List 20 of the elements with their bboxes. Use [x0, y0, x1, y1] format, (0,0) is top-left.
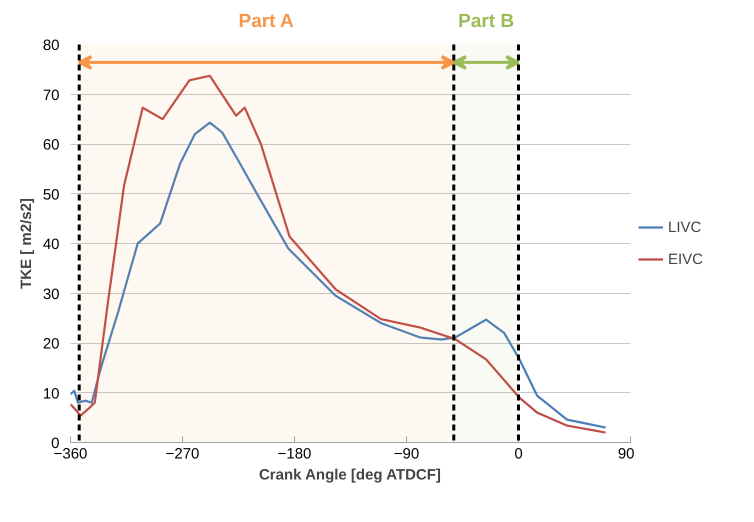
x-tick-label: 90 [618, 446, 635, 462]
x-tick-label: −270 [166, 446, 200, 462]
y-axis-title: TKE [ m2/s2] [18, 198, 35, 289]
x-axis-title: Crank Angle [deg ATDCF] [258, 466, 441, 484]
y-tick-label: 30 [42, 286, 60, 303]
band-label: Part A [238, 11, 294, 32]
x-tick-label: −180 [278, 446, 312, 462]
y-tick-label: 10 [42, 385, 60, 402]
y-tick-label: 40 [42, 236, 60, 253]
y-tick-label: 50 [42, 186, 60, 204]
y-tick-label: 60 [42, 136, 60, 154]
legend-label: LIVC [668, 218, 702, 236]
legend-label: EIVC [668, 250, 704, 268]
band-label: Part B [458, 11, 514, 32]
y-tick-label: 20 [42, 336, 60, 352]
y-tick-label: 70 [42, 86, 60, 104]
y-tick-label: 0 [51, 435, 60, 452]
x-tick-label: −90 [394, 446, 420, 462]
x-tick-label: 0 [514, 446, 523, 462]
y-tick-label: 80 [42, 37, 60, 54]
